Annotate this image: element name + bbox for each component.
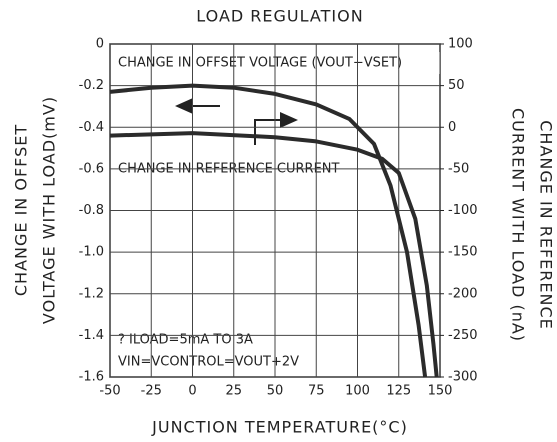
chart-title: LOAD REGULATION	[196, 7, 363, 26]
y-tick-label: -0.6	[79, 161, 104, 176]
lines	[109, 83, 439, 378]
y-axis-label: VOLTAGE WITH LOAD(mV)	[40, 96, 59, 324]
series-line	[109, 83, 428, 378]
y2-tick-label: 50	[448, 78, 465, 93]
x-tick-label: 100	[345, 384, 370, 399]
y2-axis-label: CURRENT WITH LOAD (nA)	[509, 108, 528, 342]
x-tick-label: 0	[188, 384, 196, 399]
y-tick-label: -1.2	[79, 286, 104, 301]
y2-tick-label: 0	[448, 120, 456, 135]
x-axis-label: JUNCTION TEMPERATURE(°C)	[151, 418, 408, 437]
y-axis-label: CHANGE IN OFFSET	[12, 124, 31, 296]
y2-tick-label: -100	[448, 203, 478, 218]
label-bg	[114, 52, 440, 74]
y2-tick-label: -150	[448, 245, 478, 260]
y-tick-label: -0.8	[79, 203, 104, 218]
x-tick-label: 150	[428, 384, 453, 399]
y2-tick-label: 100	[448, 37, 473, 52]
arrows	[175, 98, 298, 145]
x-tick-label: -25	[141, 384, 162, 399]
y2-tick-label: -250	[448, 328, 478, 343]
annotation: ? ILOAD=5mA TO 3A	[118, 333, 253, 348]
y2-tick-label: -300	[448, 370, 478, 385]
x-tick-label: 50	[267, 384, 284, 399]
y-tick-label: -0.2	[79, 78, 104, 93]
annotation: VIN=VCONTROL=VOUT+2V	[118, 355, 299, 370]
y-tick-label: 0	[96, 37, 104, 52]
series-line	[109, 131, 439, 378]
y-tick-label: -1.0	[79, 245, 104, 260]
x-tick-label: 125	[386, 384, 411, 399]
y2-tick-label: -200	[448, 286, 478, 301]
y-tick-label: -1.4	[79, 328, 104, 343]
annotation: CHANGE IN OFFSET VOLTAGE (VOUT−VSET)	[118, 56, 402, 71]
label-bg	[114, 326, 300, 374]
y2-axis-label: CHANGE IN REFERENCE	[537, 120, 556, 330]
y-tick-label: -0.4	[79, 120, 104, 135]
x-tick-label: 75	[308, 384, 325, 399]
x-tick-label: -50	[99, 384, 120, 399]
y2-tick-label: -50	[448, 161, 469, 176]
y-tick-label: -1.6	[79, 370, 104, 385]
x-tick-label: 25	[225, 384, 242, 399]
